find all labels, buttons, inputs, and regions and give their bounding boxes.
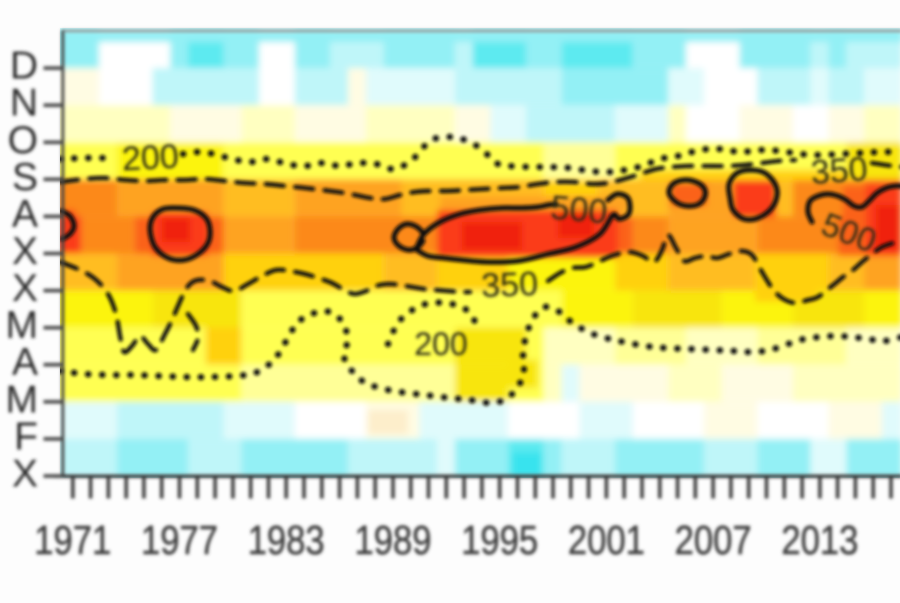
svg-text:200: 200: [414, 326, 467, 362]
svg-text:O: O: [8, 119, 38, 162]
svg-text:M: M: [6, 378, 39, 421]
svg-text:1971: 1971: [34, 517, 111, 563]
svg-text:1989: 1989: [355, 517, 432, 563]
svg-text:N: N: [10, 82, 38, 125]
svg-text:F: F: [14, 415, 38, 458]
svg-text:X: X: [12, 230, 38, 273]
svg-text:2013: 2013: [781, 517, 858, 563]
svg-text:A: A: [12, 193, 38, 236]
svg-text:A: A: [12, 341, 38, 384]
svg-text:2001: 2001: [568, 517, 645, 563]
svg-text:X: X: [12, 267, 38, 310]
svg-text:2007: 2007: [675, 517, 752, 563]
svg-text:350: 350: [810, 150, 869, 192]
svg-text:1977: 1977: [141, 517, 218, 563]
svg-text:X: X: [12, 453, 38, 496]
svg-text:1995: 1995: [461, 517, 538, 563]
svg-text:M: M: [6, 304, 39, 347]
svg-text:350: 350: [481, 265, 539, 305]
svg-text:1983: 1983: [248, 517, 325, 563]
svg-text:500: 500: [549, 189, 609, 232]
svg-text:200: 200: [121, 138, 180, 179]
svg-text:S: S: [12, 156, 38, 199]
svg-text:D: D: [10, 45, 38, 88]
